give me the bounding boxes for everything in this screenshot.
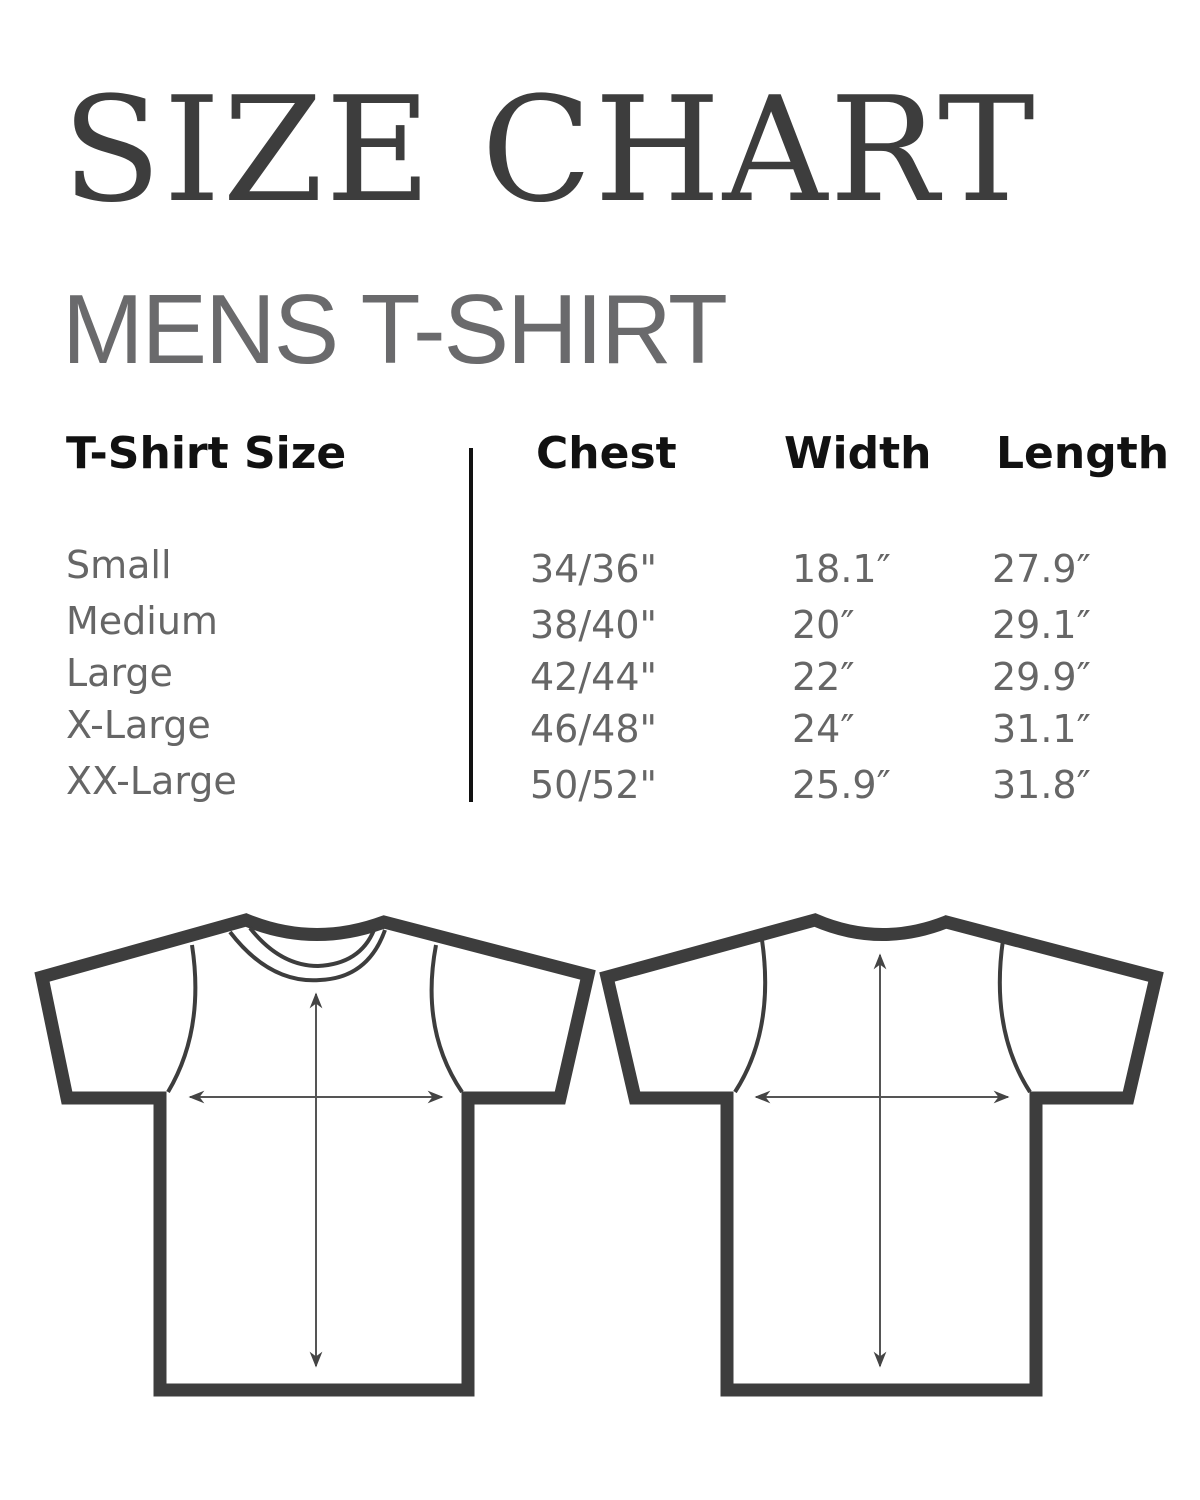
size-cell: Small	[66, 543, 172, 587]
header-chest: Chest	[536, 428, 677, 479]
chest-cell: 38/40"	[530, 603, 657, 647]
length-cell: 29.1″	[992, 603, 1091, 647]
length-cell: 31.8″	[992, 763, 1091, 807]
front-tshirt-icon	[34, 913, 596, 1397]
size-cell: XX-Large	[66, 759, 237, 803]
length-cell: 29.9″	[992, 655, 1091, 699]
header-width: Width	[784, 428, 932, 479]
width-cell: 18.1″	[792, 547, 891, 591]
size-cell: X-Large	[66, 703, 211, 747]
chest-cell: 46/48"	[530, 707, 657, 751]
width-cell: 24″	[792, 707, 855, 751]
header-length: Length	[996, 428, 1170, 479]
page-subtitle: MENS T-SHIRT	[62, 274, 728, 384]
width-cell: 25.9″	[792, 763, 891, 807]
chest-cell: 42/44"	[530, 655, 657, 699]
length-cell: 31.1″	[992, 707, 1091, 751]
chest-cell: 34/36"	[530, 547, 657, 591]
back-tshirt-icon	[599, 913, 1164, 1397]
width-cell: 20″	[792, 603, 855, 647]
length-cell: 27.9″	[992, 547, 1091, 591]
size-cell: Medium	[66, 599, 218, 643]
page-title: SIZE CHART	[62, 66, 1037, 235]
chest-cell: 50/52"	[530, 763, 657, 807]
size-cell: Large	[66, 651, 173, 695]
header-size: T-Shirt Size	[66, 428, 347, 479]
column-divider	[469, 448, 473, 802]
width-cell: 22″	[792, 655, 855, 699]
